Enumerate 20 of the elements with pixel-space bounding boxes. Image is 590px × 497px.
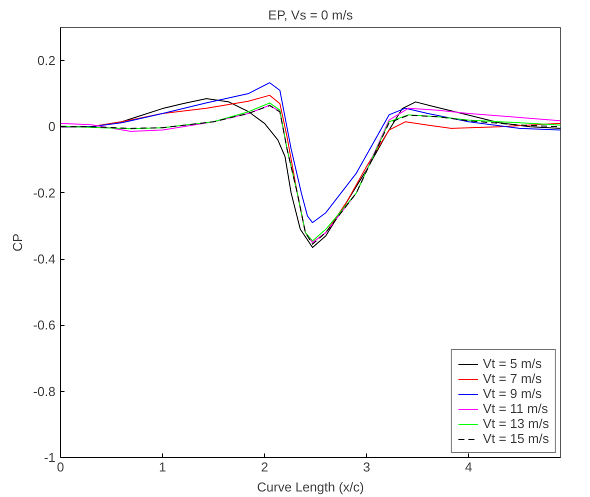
x-tick-label: 3 xyxy=(363,460,370,474)
legend-label: Vt = 13 m/s xyxy=(482,416,549,431)
chart-title: EP, Vs = 0 m/s xyxy=(268,8,354,22)
y-tick-label: -1 xyxy=(44,450,56,465)
x-tick-label: 2 xyxy=(260,460,268,474)
y-tick-label: 0 xyxy=(48,119,56,134)
x-tick-label: 4 xyxy=(465,460,472,474)
legend-label: Vt = 11 m/s xyxy=(482,401,548,416)
legend-label: Vt = 9 m/s xyxy=(482,386,542,401)
y-tick-label: -0.4 xyxy=(33,252,56,267)
x-tick-label: 1 xyxy=(158,460,166,474)
x-axis-title: Curve Length (x/c) xyxy=(257,480,364,494)
y-tick-label: -0.2 xyxy=(33,185,56,200)
y-tick-label: -0.8 xyxy=(33,384,56,399)
legend-label: Vt = 7 m/s xyxy=(482,371,542,386)
y-tick-label: -0.6 xyxy=(33,318,56,333)
y-axis-title: CP xyxy=(10,233,26,252)
legend-label: Vt = 5 m/s xyxy=(482,356,542,371)
legend-label: Vt = 15 m/s xyxy=(482,431,549,446)
y-tick-label: 0.2 xyxy=(37,53,56,68)
